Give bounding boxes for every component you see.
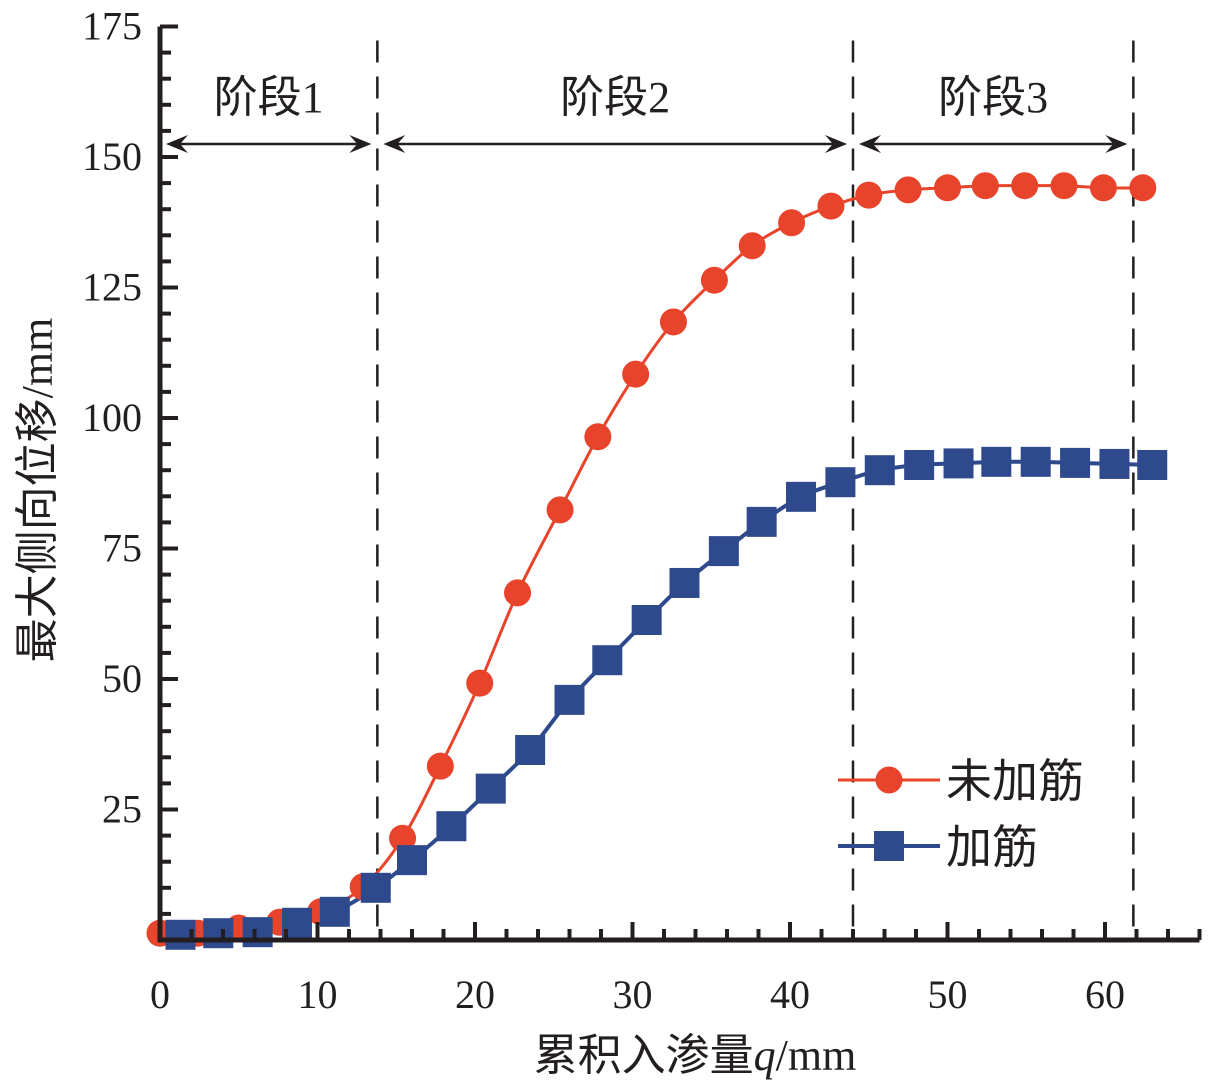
data-point-square [592,645,623,676]
x-axis-label: 累积入渗量q/mm [534,1031,857,1080]
data-point-square [1060,447,1091,478]
stage-label: 阶段3 [938,73,1048,122]
y-tick-label: 25 [102,787,142,832]
x-tick-label: 30 [613,972,653,1017]
data-point-circle [875,766,903,794]
data-point-square [943,448,974,479]
arrow-head-right-icon [349,134,372,153]
data-point-square [904,449,935,480]
data-point-circle [426,752,454,780]
y-tick-label: 125 [82,265,142,310]
x-tick-label: 20 [455,972,495,1017]
data-point-square [319,896,350,927]
data-point-square [242,917,273,948]
data-point-circle [466,669,494,697]
arrow-head-right-icon [1105,134,1128,153]
data-point-circle [622,360,650,388]
arrow-head-left-icon [166,134,188,153]
data-point-square [436,811,467,842]
data-point-circle [738,232,766,260]
x-tick-label: 50 [928,972,968,1017]
data-point-square [1020,446,1051,477]
data-point-circle [389,824,417,852]
arrow-head-left-icon [383,134,406,153]
data-point-square [515,734,546,765]
x-tick-label: 0 [150,972,170,1017]
data-point-circle [1129,174,1157,202]
stage-label: 阶段2 [560,73,670,122]
data-point-circle [855,181,883,209]
data-point-square [1137,449,1168,480]
stage-annotations: 阶段1 阶段2 阶段3 [166,40,1135,940]
y-tick-label: 75 [102,526,142,571]
data-point-circle [1089,174,1117,202]
data-point-square [397,845,427,876]
x-tick-label: 60 [1085,972,1125,1017]
data-point-circle [1011,172,1039,200]
data-point-circle [971,172,999,200]
data-point-square [825,467,856,498]
data-point-circle [700,266,728,294]
data-point-square [746,506,777,537]
data-point-square [864,455,895,486]
y-tick-label: 175 [82,4,142,49]
data-point-circle [817,192,845,220]
data-point-square [203,918,234,949]
data-point-circle [504,579,532,607]
data-point-circle [934,174,961,202]
y-tick-label: 50 [102,656,142,701]
legend-label: 未加筋 [946,756,1084,807]
arrow-head-left-icon [859,134,881,153]
data-point-square [631,605,662,636]
data-point-square [981,446,1012,477]
arrow-head-right-icon [825,134,847,153]
data-point-circle [659,308,687,336]
y-tick-label: 150 [82,134,142,179]
y-tick-label: 100 [82,395,142,440]
axes: 0 10 20 30 40 50 60 25 50 75 100 125 150 175 [82,4,1202,1017]
data-point-circle [584,423,612,451]
legend-label: 加筋 [946,822,1038,873]
x-tick-label: 40 [770,972,810,1017]
data-point-square [554,684,585,715]
data-point-square [360,872,391,903]
series-layer [146,172,1168,950]
data-point-square [874,831,904,861]
data-point-square [708,536,739,567]
stage-label: 阶段1 [214,73,324,122]
data-point-square [1099,448,1130,479]
data-point-circle [894,176,922,204]
data-point-square [786,481,817,512]
data-point-circle [546,496,574,524]
data-point-circle [1050,172,1078,200]
y-axis-label: 最大侧向位移/mm [13,318,62,663]
data-point-square [475,773,506,804]
data-point-square [669,567,700,598]
data-point-circle [778,209,806,237]
x-tick-label: 10 [298,972,338,1017]
